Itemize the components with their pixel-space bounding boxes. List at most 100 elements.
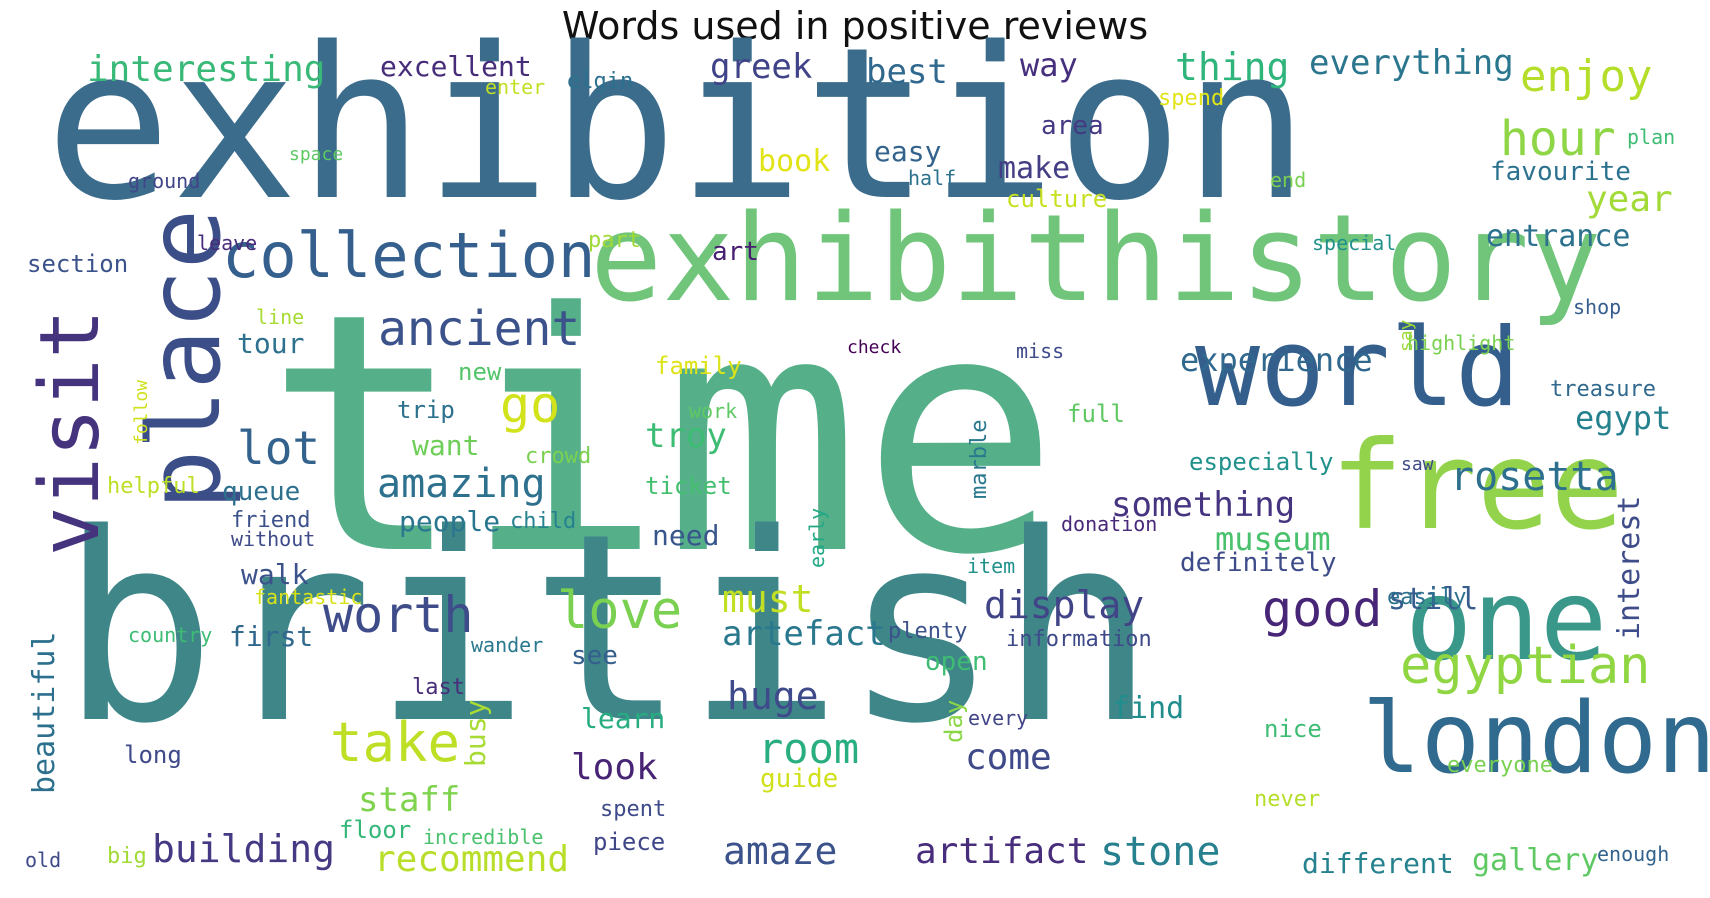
word-love: love bbox=[557, 581, 683, 641]
word-lot: lot bbox=[237, 421, 321, 475]
word-walk: walk bbox=[241, 558, 309, 591]
chart-title: Words used in positive reviews bbox=[561, 4, 1149, 48]
word-especially: especially bbox=[1189, 448, 1334, 476]
word-people: people bbox=[399, 505, 501, 538]
word-country: country bbox=[128, 623, 213, 647]
word-must: must bbox=[722, 577, 814, 621]
word-experience: experience bbox=[1180, 341, 1373, 379]
word-fantastic: fantastic bbox=[254, 585, 363, 609]
word-friend: friend bbox=[231, 508, 311, 533]
word-plan: plan bbox=[1627, 125, 1676, 149]
word-information: information bbox=[1006, 627, 1152, 652]
word-piece: piece bbox=[593, 828, 666, 856]
word-worth: worth bbox=[323, 586, 474, 644]
word-ancient: ancient bbox=[378, 301, 581, 357]
word-everything: everything bbox=[1309, 43, 1514, 83]
word-gallery: gallery bbox=[1472, 843, 1599, 878]
word-make: make bbox=[998, 151, 1071, 186]
word-british: british bbox=[60, 479, 1156, 781]
word-every: every bbox=[968, 706, 1029, 730]
word-find: find bbox=[1112, 691, 1185, 726]
word-london: london bbox=[1362, 682, 1710, 796]
word-exhibithistory: exhibithistory bbox=[590, 190, 1602, 329]
word-early: early bbox=[805, 507, 829, 568]
word-end: end bbox=[1270, 168, 1307, 192]
word-culture: culture bbox=[1006, 185, 1108, 213]
word-display: display bbox=[984, 583, 1145, 627]
word-see: see bbox=[571, 641, 618, 671]
word-interesting: interesting bbox=[87, 49, 326, 90]
word-busy: busy bbox=[459, 699, 492, 768]
word-elgin: elgin bbox=[567, 69, 634, 94]
word-different: different bbox=[1302, 847, 1454, 880]
word-marble: marble bbox=[967, 419, 992, 500]
word-work: work bbox=[689, 399, 738, 423]
word-line: line bbox=[256, 305, 305, 329]
word-egypt: egypt bbox=[1575, 399, 1672, 437]
word-enjoy: enjoy bbox=[1520, 51, 1653, 102]
word-room: room bbox=[758, 724, 860, 773]
word-look: look bbox=[571, 747, 658, 788]
word-old: old bbox=[25, 848, 62, 872]
word-follow: follow bbox=[131, 379, 152, 445]
word-enter: enter bbox=[485, 75, 546, 99]
word-exhibition: exhibition bbox=[45, 2, 1310, 247]
word-troy: troy bbox=[645, 416, 727, 456]
word-spend: spend bbox=[1158, 86, 1225, 111]
word-hour: hour bbox=[1500, 111, 1616, 167]
word-year: year bbox=[1586, 179, 1673, 220]
word-part: part bbox=[588, 228, 641, 253]
word-spent: spent bbox=[600, 797, 667, 822]
word-child: child bbox=[510, 509, 577, 534]
word-helpful: helpful bbox=[107, 474, 200, 499]
word-family: family bbox=[655, 352, 742, 380]
word-without: without bbox=[231, 527, 316, 551]
word-one: one bbox=[1405, 556, 1608, 686]
word-beautiful: beautiful bbox=[27, 631, 62, 794]
word-treasure: treasure bbox=[1550, 377, 1656, 402]
word-never: never bbox=[1254, 787, 1321, 812]
word-staff: staff bbox=[358, 780, 461, 820]
word-excellent: excellent bbox=[380, 50, 532, 83]
word-museum: museum bbox=[1215, 520, 1331, 558]
word-need: need bbox=[652, 519, 720, 552]
word-amaze: amaze bbox=[723, 829, 838, 873]
word-donation: donation bbox=[1061, 512, 1158, 536]
word-crowd: crowd bbox=[525, 444, 592, 469]
word-open: open bbox=[925, 647, 988, 677]
word-learn: learn bbox=[581, 702, 666, 735]
word-guide: guide bbox=[760, 764, 839, 794]
word-still: still bbox=[1388, 582, 1479, 617]
word-something: something bbox=[1111, 485, 1296, 525]
word-highlight: highlight bbox=[1407, 331, 1516, 355]
word-full: full bbox=[1067, 400, 1125, 428]
word-ground: ground bbox=[128, 169, 201, 193]
word-thing: thing bbox=[1175, 45, 1290, 89]
word-way: way bbox=[1020, 46, 1078, 84]
word-tour: tour bbox=[237, 327, 305, 360]
word-leave: leave bbox=[197, 231, 258, 255]
word-interest: interest bbox=[1612, 495, 1647, 641]
word-collection: collection bbox=[222, 219, 596, 292]
word-rosetta: rosetta bbox=[1450, 454, 1619, 500]
word-trip: trip bbox=[397, 396, 455, 424]
word-want: want bbox=[412, 429, 480, 462]
word-space: space bbox=[289, 144, 344, 165]
word-stone: stone bbox=[1100, 829, 1221, 875]
word-special: special bbox=[1312, 231, 1397, 255]
word-queue: queue bbox=[222, 477, 301, 507]
word-time: time bbox=[265, 243, 1060, 627]
word-everyone: everyone bbox=[1447, 753, 1553, 778]
word-big: big bbox=[107, 844, 147, 869]
word-world: world bbox=[1195, 306, 1521, 431]
word-huge: huge bbox=[727, 674, 819, 718]
word-last: last bbox=[412, 675, 465, 700]
word-building: building bbox=[152, 827, 336, 871]
word-long: long bbox=[124, 741, 182, 769]
word-half: half bbox=[908, 166, 957, 190]
word-miss: miss bbox=[1016, 339, 1065, 363]
word-book: book bbox=[758, 144, 831, 179]
word-free: free bbox=[1330, 415, 1624, 557]
word-easy: easy bbox=[874, 135, 942, 168]
